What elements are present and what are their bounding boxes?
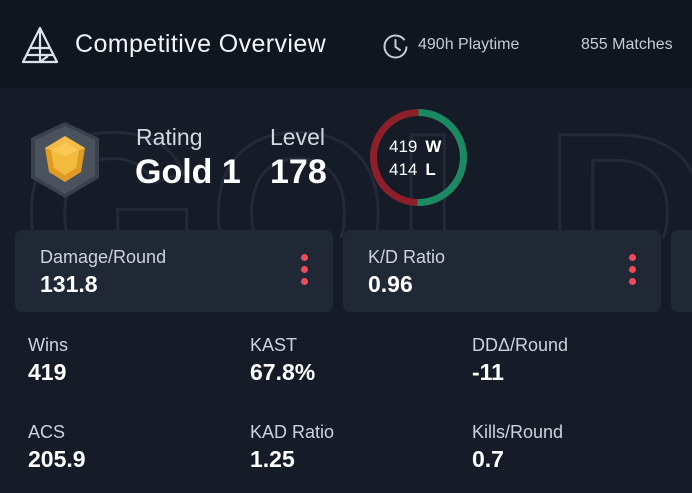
win-arc [370, 109, 467, 206]
more-options-icon[interactable] [299, 254, 309, 286]
more-options-icon[interactable] [627, 254, 637, 286]
win-loss-ring [370, 109, 467, 206]
clock-icon [383, 34, 408, 59]
stat-value-acs: 205.9 [28, 446, 86, 472]
stat-value-kills-per-round: 0.7 [472, 446, 504, 472]
stat-label-kills-per-round: Kills/Round [472, 422, 564, 442]
losses-record: 414 L [389, 160, 436, 179]
stat-label-kast: KAST [250, 335, 298, 355]
header-bar: Competitive Overview 490h Playtime 855 M… [0, 0, 692, 88]
stat-value-dd-delta: -11 [472, 359, 504, 385]
next-card-partial[interactable] [671, 230, 692, 312]
stat-value-kad-ratio: 1.25 [250, 446, 295, 472]
level-label: Level [270, 124, 325, 150]
stat-label-wins: Wins [28, 335, 68, 355]
stat-value-kast: 67.8% [250, 359, 316, 385]
stat-label-dd-delta: DDΔ/Round [472, 335, 569, 355]
card-value: 0.96 [368, 271, 413, 297]
stat-label-acs: ACS [28, 422, 66, 442]
kd-ratio-card[interactable]: K/D Ratio 0.96 [343, 230, 661, 312]
playtime-text: 490h Playtime [418, 36, 520, 53]
stat-label-kad-ratio: KAD Ratio [250, 422, 335, 442]
page-title: Competitive Overview [75, 30, 327, 58]
rank-watermark: GOLD [0, 88, 692, 238]
rating-label: Rating [136, 124, 203, 150]
stat-value-wins: 419 [28, 359, 67, 385]
card-label: K/D Ratio [368, 247, 446, 267]
damage-per-round-card[interactable]: Damage/Round 131.8 [15, 230, 333, 312]
card-label: Damage/Round [40, 247, 167, 267]
gold-rank-emblem-icon [31, 122, 99, 198]
matches-count: 855 Matches [581, 36, 673, 53]
card-value: 131.8 [40, 271, 98, 297]
level-value: 178 [270, 153, 327, 191]
rating-value: Gold 1 [135, 153, 241, 191]
logo-icon [21, 26, 59, 64]
watermark-text: GOLD [22, 88, 692, 238]
wins-record: 419 W [389, 137, 442, 156]
